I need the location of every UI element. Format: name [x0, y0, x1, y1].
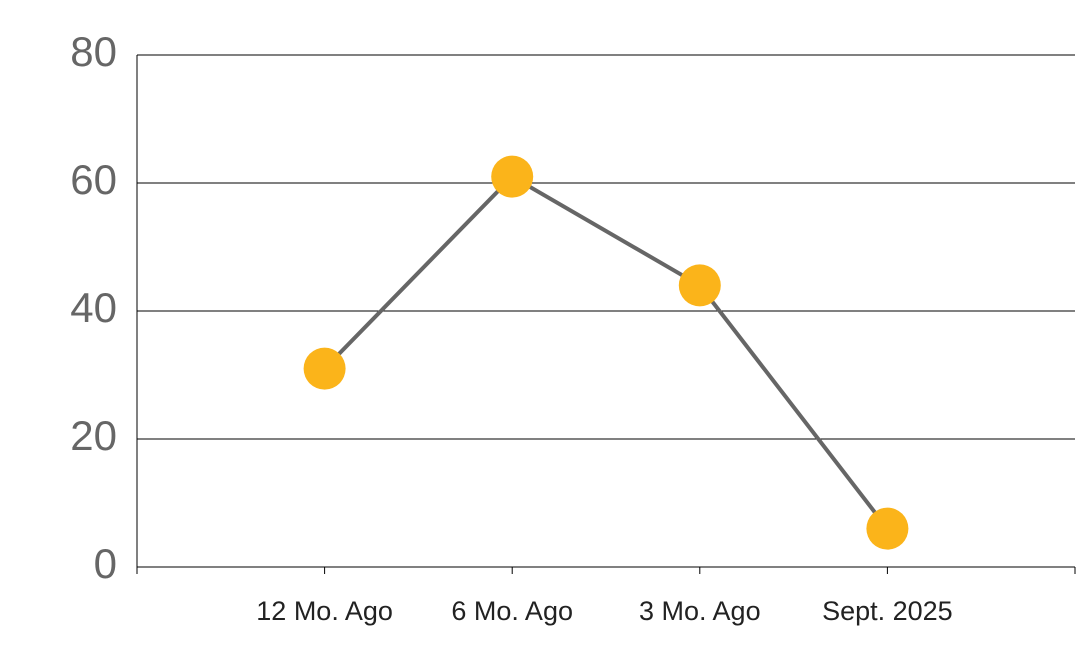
x-tick-label: 12 Mo. Ago	[256, 596, 393, 626]
x-tick-label: Sept. 2025	[822, 596, 953, 626]
marker	[678, 264, 721, 307]
y-tick-label: 20	[70, 412, 117, 459]
marker	[491, 155, 534, 198]
marker	[303, 347, 346, 390]
y-tick-label: 0	[94, 540, 117, 587]
line	[323, 174, 889, 530]
x-tick-label: 3 Mo. Ago	[639, 596, 761, 626]
y-tick-label: 40	[70, 284, 117, 331]
marker	[866, 507, 909, 550]
y-tick-label: 60	[70, 156, 117, 203]
y-tick-label: 80	[70, 28, 117, 75]
x-tick-label: 6 Mo. Ago	[451, 596, 573, 626]
